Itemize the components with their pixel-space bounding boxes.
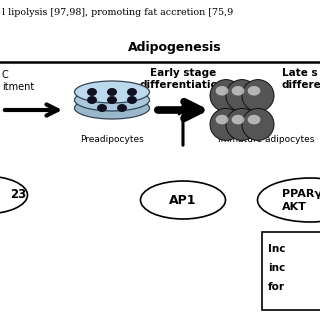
Text: Immature adipocytes: Immature adipocytes: [218, 135, 314, 144]
Ellipse shape: [248, 86, 260, 96]
Text: C: C: [2, 70, 9, 80]
Text: Late s
differe: Late s differe: [282, 68, 320, 90]
Ellipse shape: [226, 80, 258, 112]
Ellipse shape: [127, 88, 137, 96]
Text: Inc: Inc: [268, 244, 285, 254]
Text: for: for: [268, 282, 285, 292]
Ellipse shape: [87, 88, 97, 96]
Ellipse shape: [232, 115, 244, 124]
Ellipse shape: [75, 81, 149, 103]
Ellipse shape: [107, 96, 117, 104]
Ellipse shape: [0, 176, 28, 214]
Text: Preadipocytes: Preadipocytes: [80, 135, 144, 144]
Ellipse shape: [232, 86, 244, 96]
Ellipse shape: [248, 115, 260, 124]
Text: itment: itment: [2, 82, 34, 92]
Ellipse shape: [127, 96, 137, 104]
FancyBboxPatch shape: [262, 232, 320, 310]
Text: inc: inc: [268, 263, 285, 273]
Ellipse shape: [216, 86, 228, 96]
Text: Early stage
differentiation: Early stage differentiation: [140, 68, 226, 90]
Ellipse shape: [242, 80, 274, 112]
Ellipse shape: [210, 108, 242, 140]
Ellipse shape: [75, 89, 149, 111]
Text: 23: 23: [10, 188, 26, 202]
Ellipse shape: [97, 104, 107, 112]
Text: AKT: AKT: [282, 202, 307, 212]
Ellipse shape: [107, 88, 117, 96]
Text: l lipolysis [97,98], promoting fat accretion [75,9: l lipolysis [97,98], promoting fat accre…: [2, 8, 233, 17]
Ellipse shape: [216, 115, 228, 124]
Ellipse shape: [75, 97, 149, 119]
Text: PPARγ: PPARγ: [282, 189, 320, 199]
Ellipse shape: [117, 104, 127, 112]
Ellipse shape: [242, 108, 274, 140]
Ellipse shape: [87, 96, 97, 104]
Ellipse shape: [140, 181, 226, 219]
Text: AP1: AP1: [169, 194, 197, 206]
Ellipse shape: [226, 108, 258, 140]
Ellipse shape: [210, 80, 242, 112]
Ellipse shape: [258, 178, 320, 222]
Text: Adipogenesis: Adipogenesis: [128, 42, 222, 54]
